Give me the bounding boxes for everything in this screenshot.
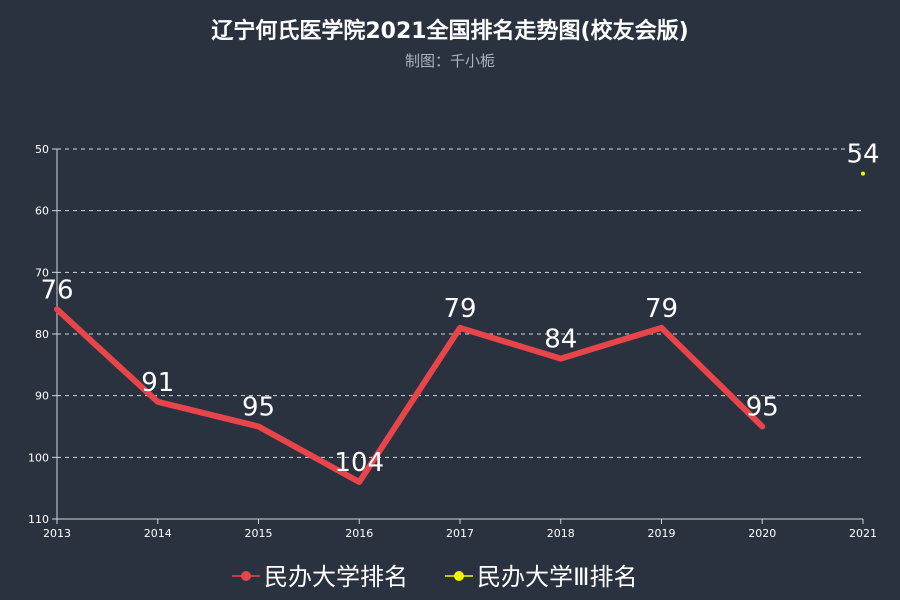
data-label: 95 (746, 393, 779, 423)
y-tick-label: 110 (28, 513, 49, 526)
x-tick-label: 2015 (245, 527, 273, 540)
legend[interactable]: 民办大学排名 民办大学Ⅲ排名 (232, 563, 638, 591)
y-tick-label: 100 (28, 451, 49, 464)
data-label: 91 (141, 368, 174, 398)
legend-label: 民办大学排名 (264, 563, 408, 591)
data-label: 104 (334, 448, 384, 478)
y-tick-label: 80 (35, 328, 49, 341)
y-tick-label: 90 (35, 390, 49, 403)
y-tick-label: 70 (35, 266, 49, 279)
data-point (861, 171, 865, 176)
x-tick-label: 2019 (648, 527, 676, 540)
data-label: 95 (242, 393, 275, 423)
x-tick-label: 2017 (446, 527, 474, 540)
grid-lines (57, 148, 863, 458)
series-line (54, 306, 766, 485)
chart-subtitle: 制图：千小栀 (405, 52, 495, 70)
legend-marker (241, 571, 251, 581)
y-tick-label: 50 (35, 143, 49, 156)
series-layer (54, 171, 865, 485)
x-tick-label: 2018 (547, 527, 575, 540)
data-label: 79 (443, 294, 476, 324)
x-tick-label: 2020 (748, 527, 776, 540)
x-tick-label: 2014 (144, 527, 172, 540)
chart-title: 辽宁何氏医学院2021全国排名走势图(校友会版) (211, 18, 688, 44)
legend-marker (454, 571, 464, 581)
data-label: 84 (544, 325, 577, 355)
x-tick-label: 2013 (43, 527, 71, 540)
data-labels: 76 91 95 104 79 84 79 95 54 (40, 140, 879, 478)
x-tick-label: 2016 (345, 527, 373, 540)
legend-label: 民办大学Ⅲ排名 (477, 563, 638, 591)
data-label: 54 (846, 140, 879, 170)
x-tick-label: 2021 (849, 527, 877, 540)
data-label: 76 (40, 275, 73, 305)
data-label: 79 (645, 294, 678, 324)
y-tick-label: 60 (35, 205, 49, 218)
